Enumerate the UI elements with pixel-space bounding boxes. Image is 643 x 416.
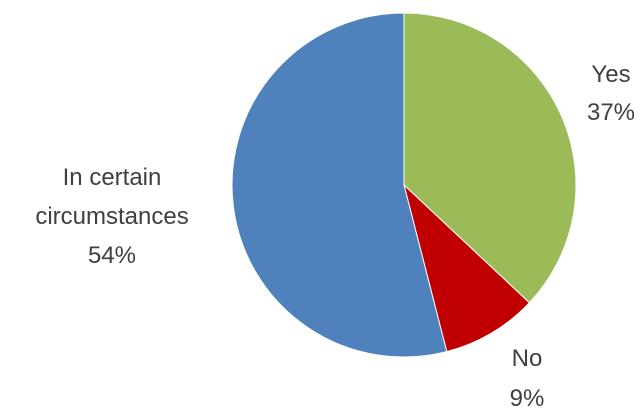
pie-slice-no (403, 183, 531, 353)
slice-name-label: In certain (63, 164, 162, 191)
slice-percent-label: 37% (587, 99, 635, 126)
slice-label-in-certain-circumstances: In certain circumstances 54% (35, 164, 188, 269)
slice-percent-label: 9% (510, 385, 545, 412)
pie-slices (231, 12, 577, 358)
pie-labels: Yes 37% No 9% In certain circumstances 54% (35, 61, 635, 412)
slice-name-label: No (512, 345, 543, 372)
slice-label-no: No 9% (510, 345, 545, 412)
pie-slice-yes (403, 12, 577, 304)
slice-name-label: circumstances (35, 203, 188, 230)
pie-slice-in-certain-circumstances (231, 12, 448, 358)
slice-percent-label: 54% (88, 242, 136, 269)
slice-name-label: Yes (591, 61, 630, 88)
slice-label-yes: Yes 37% (587, 61, 635, 126)
